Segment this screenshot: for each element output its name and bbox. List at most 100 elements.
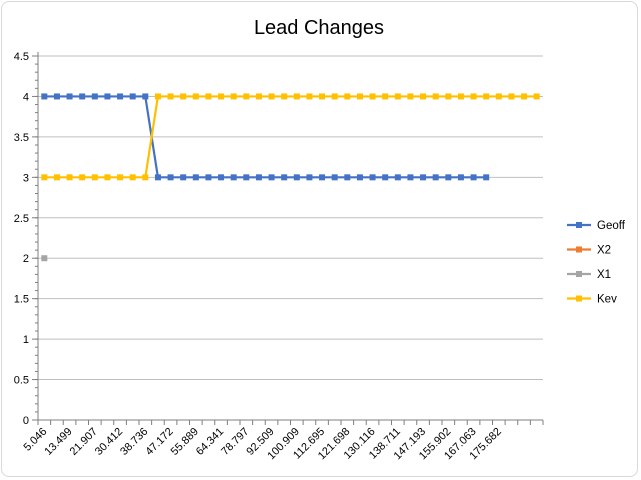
data-point <box>79 174 86 181</box>
data-point <box>142 174 149 181</box>
series-x1 <box>41 255 48 262</box>
data-point <box>167 93 174 100</box>
data-point <box>331 93 338 100</box>
data-point <box>91 93 98 100</box>
data-point <box>432 174 439 181</box>
y-tick-label: 2 <box>23 253 29 265</box>
data-point <box>91 174 98 181</box>
legend: Geoff X2 X1 Kev <box>567 220 626 306</box>
y-tick-label: 2.5 <box>14 213 29 225</box>
data-point <box>66 93 73 100</box>
data-point <box>218 174 225 181</box>
data-point <box>41 255 48 262</box>
y-tick-label: 1 <box>23 334 29 346</box>
data-point <box>420 174 427 181</box>
legend-item-kev: Kev <box>567 294 617 306</box>
data-point <box>420 93 427 100</box>
data-point <box>470 93 477 100</box>
data-point <box>167 174 174 181</box>
series-kev <box>41 93 540 181</box>
legend-item-x1: X1 <box>567 269 611 281</box>
legend-label: X1 <box>597 269 611 281</box>
data-point <box>53 93 60 100</box>
y-tick-label: 0.5 <box>14 375 29 387</box>
legend-marker <box>576 222 582 228</box>
data-point <box>255 174 262 181</box>
legend-marker <box>576 295 582 302</box>
data-point <box>268 174 275 181</box>
x-tick-label: 47.172 <box>143 426 175 458</box>
x-tick-label: 21.907 <box>68 426 100 458</box>
data-point <box>306 93 313 100</box>
data-point <box>205 174 212 181</box>
series-geoff <box>41 93 490 181</box>
data-point <box>180 174 187 181</box>
data-point <box>192 93 199 100</box>
data-point <box>268 93 275 100</box>
data-point <box>66 174 73 181</box>
series-line-kev <box>44 95 537 179</box>
x-tick-label: 30.412 <box>93 426 125 458</box>
data-point <box>41 93 48 100</box>
data-point <box>154 174 161 181</box>
data-point <box>319 174 326 181</box>
data-point <box>230 93 237 100</box>
data-point <box>142 93 149 100</box>
y-tick-labels: 0 0.5 1 1.5 2 2.5 3 3.5 4 4.5 <box>14 51 29 427</box>
data-point <box>344 93 351 100</box>
data-point <box>104 93 111 100</box>
data-point <box>293 174 300 181</box>
y-tick-label: 3.5 <box>14 132 29 144</box>
data-point <box>445 174 452 181</box>
data-point <box>445 93 452 100</box>
series-lines <box>41 93 540 262</box>
data-point <box>293 93 300 100</box>
data-point <box>180 93 187 100</box>
data-point <box>457 93 464 100</box>
data-point <box>369 93 376 100</box>
legend-item-x2: X2 <box>567 245 611 257</box>
data-point <box>255 93 262 100</box>
x-tick-label: 13.499 <box>42 426 74 458</box>
data-point <box>495 93 502 100</box>
y-tick-label: 3 <box>23 172 29 184</box>
data-point <box>205 93 212 100</box>
data-point <box>356 93 363 100</box>
legend-label: Kev <box>597 294 617 306</box>
legend-label: Geoff <box>597 220 626 232</box>
data-point <box>382 174 389 181</box>
data-point <box>533 93 540 100</box>
y-tick-label: 4.5 <box>14 51 29 63</box>
data-point <box>432 93 439 100</box>
legend-label: X2 <box>597 245 611 257</box>
data-point <box>129 174 136 181</box>
x-tick-label: 55.889 <box>169 426 201 458</box>
data-point <box>117 174 124 181</box>
legend-item-geoff: Geoff <box>567 220 626 232</box>
data-point <box>53 174 60 181</box>
data-point <box>331 174 338 181</box>
data-point <box>104 174 111 181</box>
x-tick-label: 64.341 <box>194 426 226 458</box>
legend-marker <box>576 246 582 253</box>
data-point <box>394 93 401 100</box>
x-tick-labels: 5.04613.49921.90730.41238.73647.17255.88… <box>21 426 503 463</box>
data-point <box>483 93 490 100</box>
legend-marker <box>576 271 582 277</box>
data-point <box>382 93 389 100</box>
data-point <box>521 93 528 100</box>
data-point <box>483 174 490 181</box>
gridlines <box>38 55 543 381</box>
y-tick-label: 4 <box>23 91 29 103</box>
data-point <box>306 174 313 181</box>
data-point <box>394 174 401 181</box>
y-tick-label: 1.5 <box>14 294 29 306</box>
data-point <box>41 174 48 181</box>
data-point <box>243 93 250 100</box>
data-point <box>218 93 225 100</box>
data-point <box>192 174 199 181</box>
data-point <box>79 93 86 100</box>
y-tick-label: 0 <box>23 415 29 427</box>
data-point <box>407 93 414 100</box>
